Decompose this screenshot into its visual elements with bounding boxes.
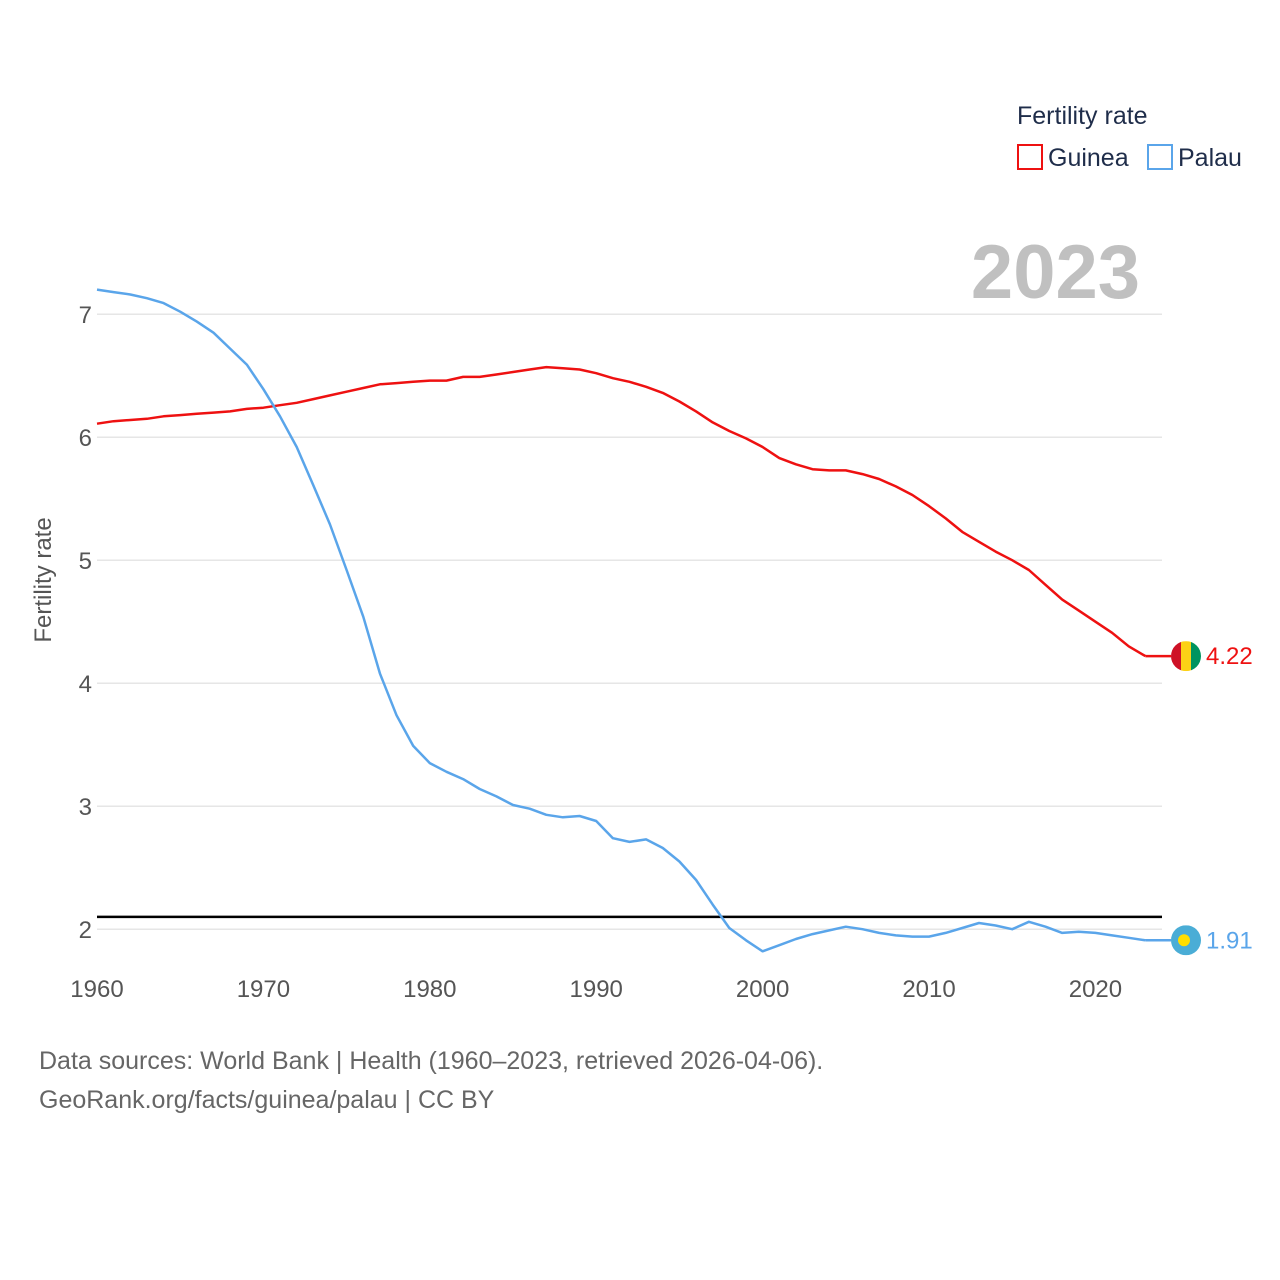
series-guinea: 4.22	[96, 365, 1253, 672]
x-tick-label: 2000	[736, 976, 789, 1003]
legend-label-guinea: Guinea	[1048, 144, 1129, 172]
y-tick-label: 2	[79, 917, 92, 944]
series-line-guinea[interactable]	[96, 365, 1147, 658]
x-axis: 1960 1970 1980 1990 2000 2010 2020	[70, 976, 1122, 1003]
legend-label-palau: Palau	[1178, 144, 1242, 172]
end-value-label-palau: 1.91	[1206, 927, 1253, 954]
legend-swatch-palau	[1147, 144, 1173, 170]
flag-marker-guinea	[1171, 641, 1201, 672]
year-label: 2023	[971, 230, 1140, 315]
flag-disc	[1178, 934, 1190, 947]
legend-item-guinea[interactable]: Guinea	[1017, 144, 1129, 172]
legend: Fertility rate Guinea Palau	[1017, 102, 1242, 172]
y-axis: 2 3 4 5 6 7	[79, 302, 92, 944]
x-tick-label: 1960	[70, 976, 123, 1003]
y-tick-label: 4	[79, 671, 92, 698]
flag-stripe	[1191, 641, 1201, 672]
end-value-label-guinea: 4.22	[1206, 643, 1253, 670]
flag-stripe	[1181, 641, 1192, 672]
x-tick-label: 2010	[902, 976, 955, 1003]
x-tick-label: 1970	[237, 976, 290, 1003]
y-tick-label: 6	[79, 425, 92, 452]
x-tick-label: 1980	[403, 976, 456, 1003]
source-line-2: GeoRank.org/facts/guinea/palau | CC BY	[39, 1086, 495, 1114]
flag-marker-palau	[1171, 925, 1201, 956]
x-tick-label: 2020	[1069, 976, 1122, 1003]
x-tick-label: 1990	[570, 976, 623, 1003]
y-tick-label: 3	[79, 794, 92, 821]
y-tick-label: 7	[79, 302, 92, 329]
legend-item-palau[interactable]: Palau	[1147, 144, 1242, 172]
y-axis-title: Fertility rate	[30, 517, 57, 642]
legend-swatch-guinea	[1017, 144, 1043, 170]
flag-stripe	[1171, 641, 1182, 672]
legend-title: Fertility rate	[1017, 102, 1148, 130]
y-tick-label: 5	[79, 548, 92, 575]
series-palau: 1.91	[96, 288, 1253, 956]
series-group: 4.22 1.91	[96, 288, 1253, 956]
grid	[97, 313, 1162, 930]
source-line-1: Data sources: World Bank | Health (1960–…	[39, 1047, 823, 1075]
series-line-palau[interactable]	[96, 288, 1146, 953]
